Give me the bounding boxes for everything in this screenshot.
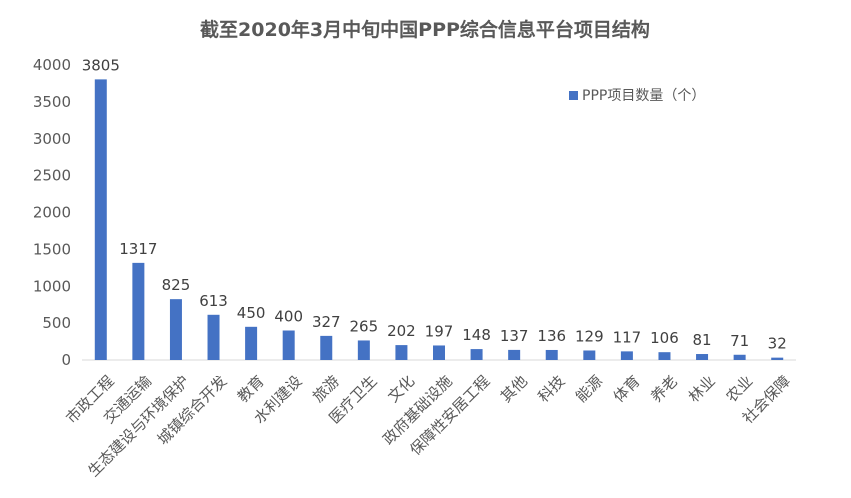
data-label: 202 <box>387 322 416 340</box>
y-tick-label: 1500 <box>33 240 71 258</box>
y-tick-label: 500 <box>42 314 71 332</box>
chart-title: 截至2020年3月中旬中国PPP综合信息平台项目结构 <box>200 18 650 41</box>
y-tick-label: 0 <box>61 351 71 369</box>
data-label: 400 <box>274 308 303 326</box>
bar <box>207 314 220 360</box>
y-tick-label: 3000 <box>33 130 71 148</box>
data-label: 117 <box>613 328 642 346</box>
data-label: 327 <box>312 313 341 331</box>
data-label: 148 <box>462 326 491 344</box>
category-label: 林业 <box>685 372 719 406</box>
y-tick-label: 3500 <box>33 93 71 111</box>
bar <box>282 330 295 360</box>
y-axis: 0 500 1000 1500 2000 2500 3000 3500 4000 <box>33 56 71 369</box>
y-tick-label: 1000 <box>33 277 71 295</box>
data-label: 265 <box>350 317 379 335</box>
data-labels: 3805 1317 825 613 450 400 327 265 202 197 148 137 13… <box>82 56 787 352</box>
bar <box>733 354 746 360</box>
bar <box>245 326 258 360</box>
bar <box>583 350 596 360</box>
bar <box>433 345 445 360</box>
data-label: 129 <box>575 327 604 345</box>
data-label: 1317 <box>119 240 157 258</box>
data-label: 81 <box>693 331 712 349</box>
data-label: 3805 <box>82 56 120 74</box>
bar <box>395 345 408 360</box>
y-tick-label: 2500 <box>33 167 71 185</box>
legend-label: PPP项目数量（个） <box>582 88 705 104</box>
bar <box>357 340 370 360</box>
bar <box>545 349 558 360</box>
data-label: 32 <box>768 335 787 353</box>
bars <box>94 79 784 360</box>
data-label: 613 <box>199 292 228 310</box>
y-tick-label: 4000 <box>33 56 71 74</box>
category-label: 养老 <box>647 372 681 406</box>
category-label: 科技 <box>535 372 569 406</box>
data-label: 71 <box>730 332 749 350</box>
category-label: 其他 <box>497 372 531 406</box>
y-tick-label: 2000 <box>33 204 71 222</box>
data-label: 450 <box>237 304 266 322</box>
legend: PPP项目数量（个） <box>569 88 705 104</box>
bar <box>508 349 521 360</box>
data-label: 106 <box>650 329 679 347</box>
legend-swatch <box>569 91 578 100</box>
bar <box>320 335 333 360</box>
category-label: 能源 <box>572 372 606 406</box>
data-label: 136 <box>537 327 566 345</box>
category-label: 体育 <box>610 372 644 406</box>
bar <box>771 357 784 360</box>
bar <box>470 349 483 360</box>
data-label: 825 <box>162 276 191 294</box>
bar <box>696 354 709 360</box>
data-label: 197 <box>425 322 454 340</box>
bar <box>620 351 633 360</box>
bar <box>658 352 671 360</box>
data-label: 137 <box>500 327 529 345</box>
bar <box>132 262 145 360</box>
bar <box>169 299 182 360</box>
bar <box>94 79 107 360</box>
